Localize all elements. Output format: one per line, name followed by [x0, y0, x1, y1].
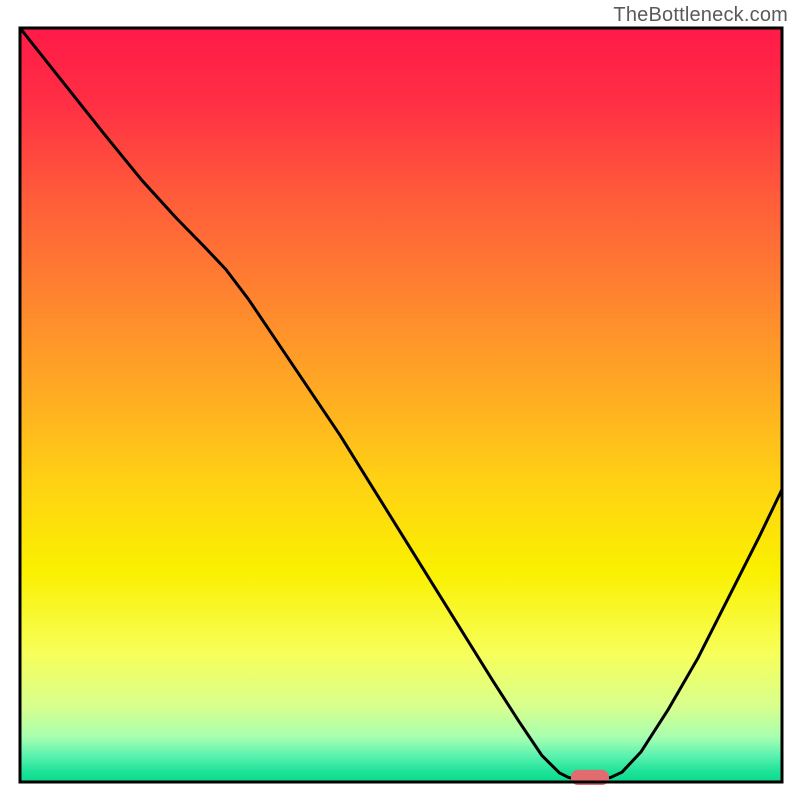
gradient-background — [20, 28, 782, 782]
bottleneck-chart — [0, 0, 800, 800]
chart-container: TheBottleneck.com — [0, 0, 800, 800]
watermark-text: TheBottleneck.com — [613, 4, 788, 27]
